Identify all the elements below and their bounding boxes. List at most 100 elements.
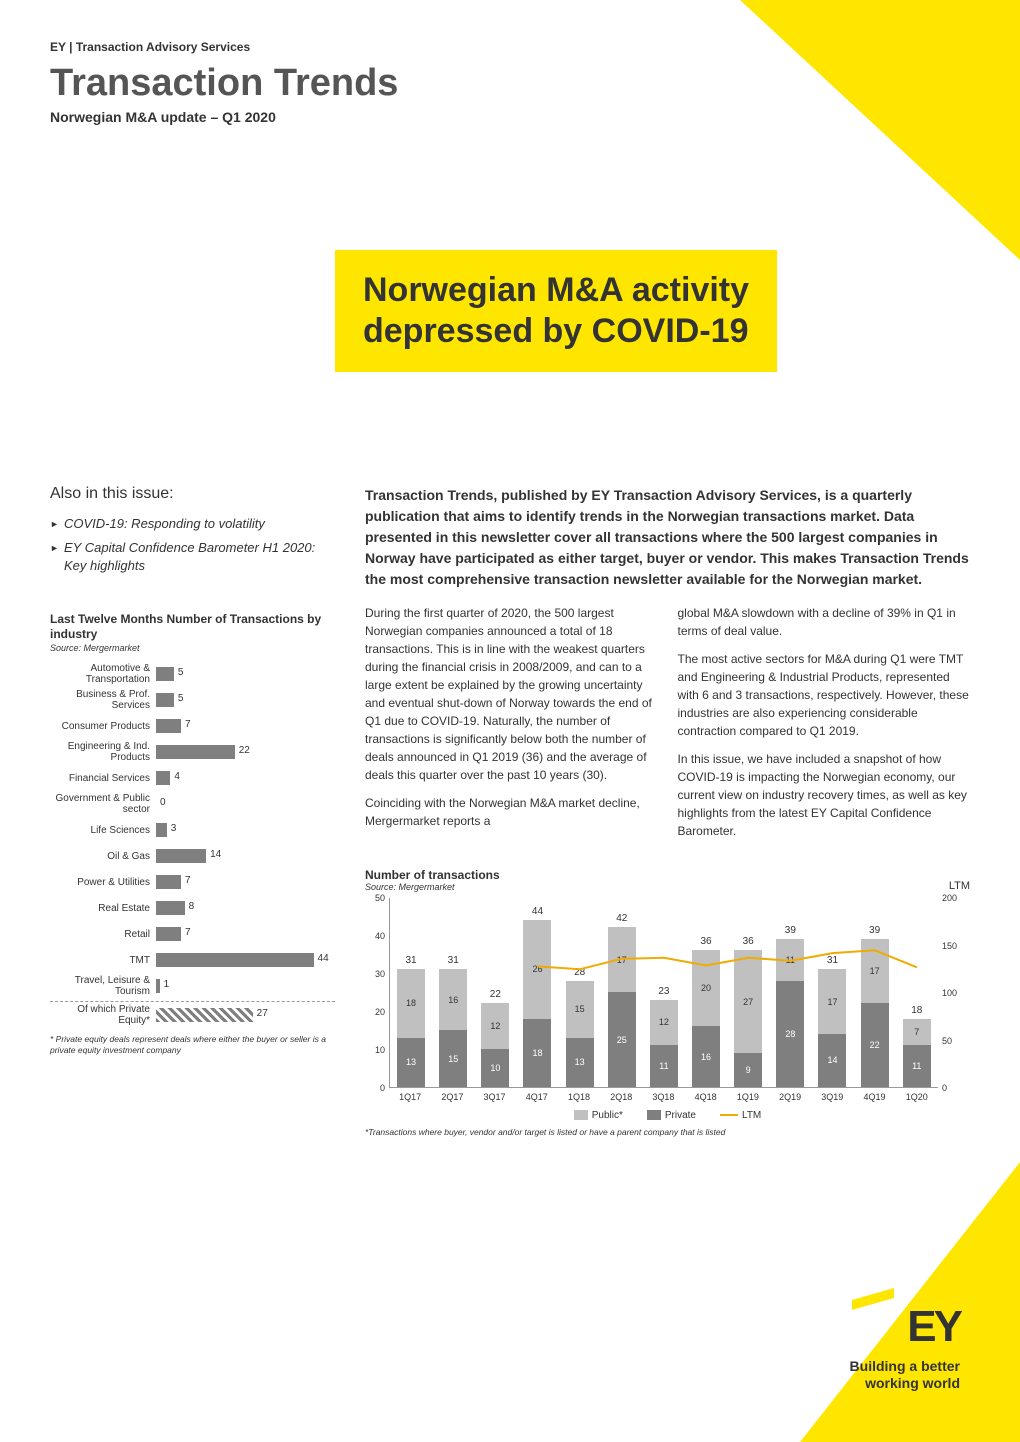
bar-total: 44 <box>523 906 551 917</box>
bar-group: 442618 <box>523 920 551 1087</box>
hbar-value: 7 <box>185 875 191 886</box>
legend-line-ltm <box>720 1114 738 1116</box>
ey-logo: EY Building a better working world <box>850 1294 960 1392</box>
y-tick-left: 0 <box>380 1083 385 1093</box>
y-tick-left: 30 <box>375 969 385 979</box>
seg-value-private: 28 <box>776 1029 804 1039</box>
hbar-row: Business & Prof. Services 5 <box>50 689 335 712</box>
bar-total: 42 <box>608 913 636 924</box>
body-col-2: global M&A slowdown with a decline of 39… <box>678 604 971 850</box>
hbar-row-pe: Of which Private Equity* 27 <box>50 1001 335 1024</box>
right-column: Transaction Trends, published by EY Tran… <box>365 485 970 1137</box>
seg-value-private: 13 <box>566 1057 594 1067</box>
bar-group: 281513 <box>566 981 594 1087</box>
bar-total: 28 <box>566 967 594 978</box>
y-axis-right: 050100150200 <box>938 898 970 1088</box>
hbar-value: 1 <box>164 979 170 990</box>
hbar-label: Consumer Products <box>50 721 156 732</box>
seg-value-public: 26 <box>523 964 551 974</box>
x-label: 2Q17 <box>438 1092 466 1102</box>
hbar-label: Business & Prof. Services <box>50 689 156 711</box>
ey-mark: EY <box>850 1302 960 1352</box>
y-tick-right: 0 <box>942 1083 947 1093</box>
also-item: EY Capital Confidence Barometer H1 2020:… <box>64 539 335 575</box>
seg-value-public: 17 <box>818 997 846 1007</box>
plot-area: 3118133116152212104426182815134217252312… <box>389 898 938 1088</box>
hbar-value: 22 <box>239 745 250 756</box>
also-title: Also in this issue: <box>50 485 335 503</box>
hbar-label: Of which Private Equity* <box>50 1004 156 1026</box>
stacked-title: Number of transactions <box>365 868 500 882</box>
hbar-row: Real Estate8 <box>50 897 335 920</box>
ey-tagline-1: Building a better <box>850 1358 960 1374</box>
bar-group: 311615 <box>439 969 467 1087</box>
hbar-row: Financial Services4 <box>50 767 335 790</box>
x-label: 2Q19 <box>776 1092 804 1102</box>
stacked-source: Source: Mergermarket <box>365 882 500 892</box>
bar-total: 31 <box>439 955 467 966</box>
bar-group: 421725 <box>608 927 636 1087</box>
seg-value-private: 15 <box>439 1054 467 1064</box>
bar-group: 18711 <box>903 1019 931 1087</box>
hbar-label: Retail <box>50 929 156 940</box>
y-axis-left: 01020304050 <box>365 898 389 1088</box>
hbar-row: Government & Public sector 0 <box>50 793 335 816</box>
bar-total: 39 <box>776 925 804 936</box>
hbar-row: Life Sciences3 <box>50 819 335 842</box>
body-para: During the first quarter of 2020, the 50… <box>365 604 658 784</box>
hero-line1: Norwegian M&A activity <box>363 271 749 309</box>
hbar-label: Real Estate <box>50 903 156 914</box>
hbar-label: Power & Utilities <box>50 877 156 888</box>
also-list: COVID-19: Responding to volatility EY Ca… <box>50 515 335 576</box>
hbar-value: 44 <box>318 953 329 964</box>
seg-value-private: 22 <box>861 1040 889 1050</box>
stacked-legend: Public* Private LTM <box>365 1110 970 1121</box>
seg-value-public: 16 <box>439 995 467 1005</box>
seg-value-public: 15 <box>566 1004 594 1014</box>
seg-value-public: 12 <box>650 1017 678 1027</box>
bar-total: 22 <box>481 989 509 1000</box>
hbar-label: Government & Public sector <box>50 793 156 815</box>
seg-value-public: 27 <box>734 997 762 1007</box>
stacked-chart: 01020304050 3118133116152212104426182815… <box>365 898 970 1088</box>
body-para: The most active sectors for M&A during Q… <box>678 650 971 740</box>
y-tick-right: 200 <box>942 893 957 903</box>
legend-label-ltm: LTM <box>742 1110 761 1121</box>
x-label: 1Q20 <box>903 1092 931 1102</box>
hbar-value: 27 <box>257 1008 268 1019</box>
hbar-label: TMT <box>50 955 156 966</box>
seg-value-private: 9 <box>734 1065 762 1075</box>
bar-group: 391722 <box>861 939 889 1087</box>
hbar-value: 0 <box>160 797 166 808</box>
x-label: 1Q19 <box>734 1092 762 1102</box>
y-tick-left: 40 <box>375 931 385 941</box>
hbar-row: Retail7 <box>50 923 335 946</box>
hbar-chart: Automotive & Transportation5Business & P… <box>50 663 335 1024</box>
hbar-footnote: * Private equity deals represent deals w… <box>50 1034 335 1056</box>
hbar-row: Consumer Products 7 <box>50 715 335 738</box>
x-label: 3Q19 <box>818 1092 846 1102</box>
hbar-value: 7 <box>185 719 191 730</box>
x-label: 1Q17 <box>396 1092 424 1102</box>
seg-value-private: 10 <box>481 1063 509 1073</box>
hbar-row: TMT 44 <box>50 949 335 972</box>
hbar-value: 5 <box>178 667 184 678</box>
bar-total: 23 <box>650 986 678 997</box>
hbar-row: Engineering & Ind. Products22 <box>50 741 335 764</box>
seg-value-public: 17 <box>608 955 636 965</box>
seg-value-public: 11 <box>776 955 804 965</box>
hbar-label: Financial Services <box>50 773 156 784</box>
hero-line2: depressed by COVID-19 <box>363 312 748 350</box>
x-axis-labels: 1Q172Q173Q174Q171Q182Q183Q184Q181Q192Q19… <box>389 1092 938 1102</box>
hbar-label: Travel, Leisure & Tourism <box>50 975 156 997</box>
hbar-title: Last Twelve Months Number of Transaction… <box>50 612 335 643</box>
hbar-source: Source: Mergermarket <box>50 643 335 653</box>
hbar-label: Automotive & Transportation <box>50 663 156 685</box>
bar-total: 39 <box>861 925 889 936</box>
hbar-value: 5 <box>178 693 184 704</box>
hero-box: Norwegian M&A activity depressed by COVI… <box>335 250 777 372</box>
bar-group: 311813 <box>397 969 425 1087</box>
bar-group: 391128 <box>776 939 804 1087</box>
bar-total: 31 <box>818 955 846 966</box>
hbar-row: Automotive & Transportation 5 <box>50 663 335 686</box>
